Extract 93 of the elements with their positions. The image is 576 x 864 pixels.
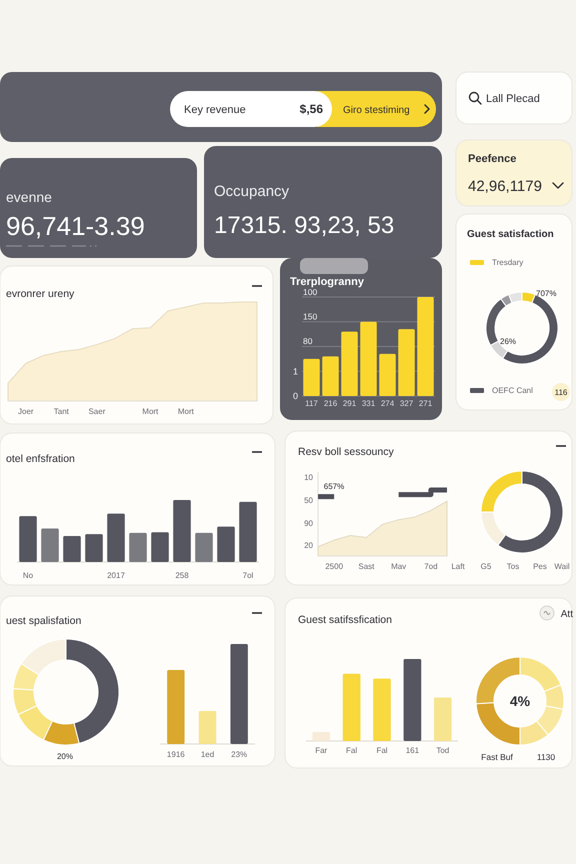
bar	[342, 674, 360, 741]
text: 116	[554, 388, 568, 397]
bar	[417, 297, 434, 396]
text: 42,96,1179	[468, 178, 542, 195]
x-tick-label: 7ol	[242, 571, 254, 580]
x-tick-label: Sast	[358, 562, 376, 571]
text: Tos	[506, 562, 520, 571]
legend-label: OEFC Canl	[492, 386, 534, 395]
text: 26%	[500, 337, 516, 346]
x-tick-label: 274	[380, 399, 395, 408]
text: 707%	[536, 289, 556, 298]
annotation: 100	[303, 287, 318, 297]
bar	[379, 354, 396, 396]
x-tick-label: 1916	[166, 750, 186, 759]
x-tick-label: Fal	[346, 746, 358, 755]
bar	[217, 526, 235, 562]
bar	[312, 732, 330, 741]
text: 96,741-3.39	[6, 211, 145, 241]
text: $,56	[300, 102, 324, 116]
bar	[129, 532, 147, 562]
text: 90	[304, 519, 314, 528]
text: Lall Plecad	[486, 93, 540, 105]
text: 4%	[510, 693, 531, 709]
x-tick-label: Mav	[391, 562, 406, 571]
chart-title: uest spalisfation	[6, 615, 82, 627]
bar	[19, 516, 37, 562]
bar	[63, 536, 81, 562]
text: Pes	[533, 562, 547, 571]
bar	[404, 659, 422, 741]
y-tick-label: 1	[292, 366, 298, 376]
text: Guest satisfaction	[467, 229, 554, 240]
chart-title: Resv boll sessouncy	[298, 446, 394, 458]
bar	[373, 678, 391, 741]
bar	[107, 514, 125, 562]
text: 17315. 93,23, 53	[214, 212, 394, 239]
chart-title: Guest satifssfication	[298, 614, 392, 626]
x-tick-label: 331	[362, 399, 376, 408]
bar	[85, 534, 103, 562]
legend-label: Tresdary	[492, 258, 524, 267]
x-tick-label: Mort	[178, 407, 195, 416]
x-tick-label: 291	[342, 399, 357, 408]
x-tick-label: 327	[400, 399, 414, 408]
x-tick-label: Far	[315, 746, 328, 755]
x-tick-label: 1ed	[200, 750, 214, 759]
text: Peefence	[468, 153, 516, 165]
x-tick-label: Fal	[376, 746, 388, 755]
x-tick-label: 2017	[107, 571, 126, 580]
text: Key revenue	[184, 104, 246, 116]
x-tick-label: Tod	[436, 746, 450, 755]
x-tick-label: 117	[305, 399, 318, 408]
chart-title: otel enfsfration	[6, 453, 76, 465]
x-tick-label: 2500	[325, 562, 344, 571]
x-tick-label: 161	[406, 746, 420, 755]
annotation: 657%	[324, 482, 344, 491]
text: Wail	[554, 562, 570, 571]
chart-title: Trerplogranny	[290, 276, 365, 288]
bar	[151, 532, 169, 562]
x-tick-label: 7od	[424, 562, 438, 571]
x-tick-label: Joer	[18, 407, 34, 416]
text: Giro stestiming	[343, 105, 410, 116]
text: Laft	[451, 562, 466, 571]
x-tick-label: 271	[418, 399, 433, 408]
text: Fast Buf	[481, 752, 514, 762]
chart-title: evronrer ureny	[6, 288, 76, 300]
x-tick-label: 23%	[231, 750, 248, 759]
y-tick-label: 0	[292, 391, 298, 401]
x-tick-label: No	[22, 571, 34, 580]
bar	[173, 500, 191, 562]
bar	[303, 358, 320, 396]
bar	[195, 532, 213, 562]
x-tick-label: Saer	[88, 407, 106, 416]
text: Att	[560, 609, 574, 620]
text: 10	[304, 473, 314, 482]
bar	[434, 698, 452, 741]
text: G5	[480, 562, 492, 571]
text: 20	[304, 541, 314, 550]
text: 1130	[536, 752, 556, 762]
text: evenne	[6, 189, 52, 205]
annotation: 150	[303, 312, 318, 322]
text: 20%	[56, 752, 74, 761]
bar	[239, 502, 257, 562]
text: 50	[304, 496, 314, 505]
bar	[360, 322, 377, 396]
x-tick-label: Tant	[54, 407, 70, 416]
bar	[398, 329, 415, 396]
text: Occupancy	[214, 183, 290, 200]
bar	[322, 356, 339, 396]
bar	[41, 528, 59, 562]
x-tick-label: 258	[175, 571, 190, 580]
annotation: 80	[303, 336, 313, 346]
x-tick-label: 216	[324, 399, 338, 408]
x-tick-label: Mort	[142, 407, 160, 416]
bar	[341, 332, 358, 396]
